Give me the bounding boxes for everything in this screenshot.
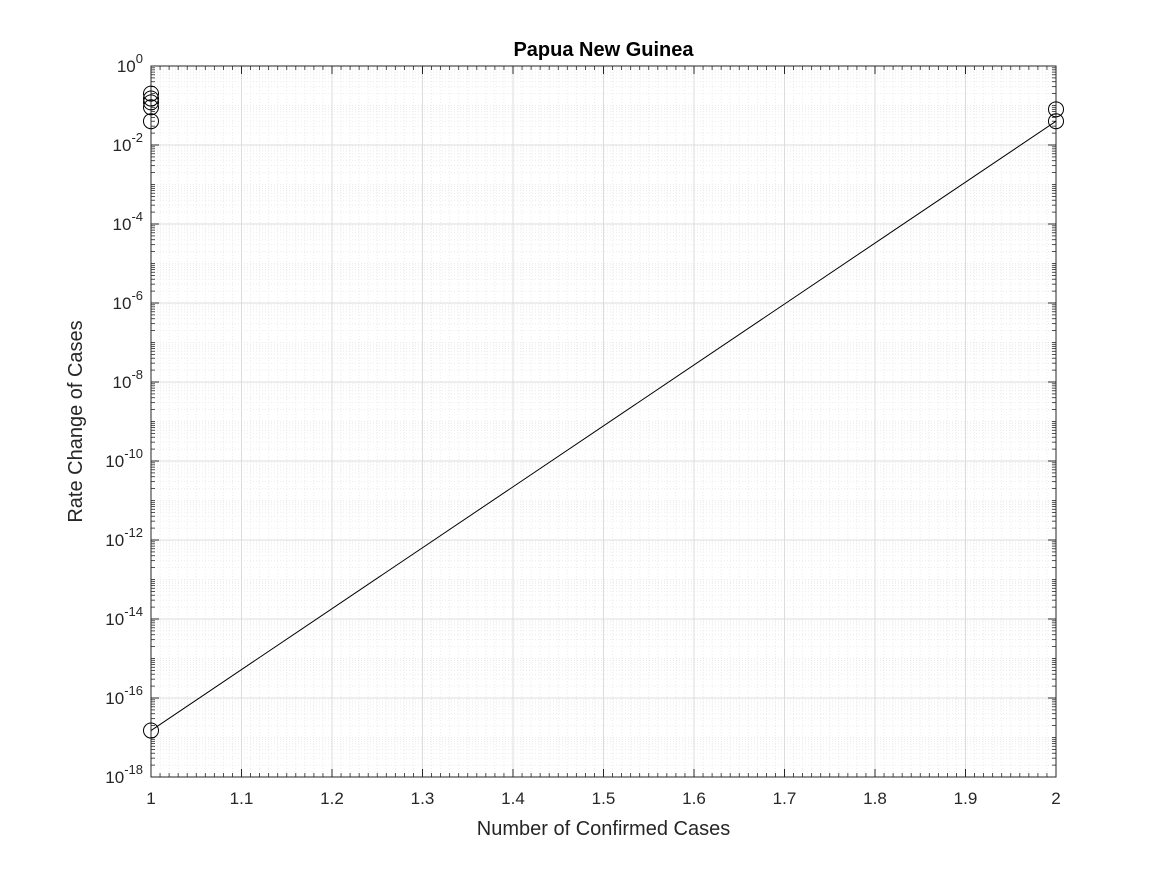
- y-tick-label: 10-10: [105, 446, 143, 471]
- x-tick-label: 2: [1051, 789, 1060, 808]
- x-tick-label: 1.4: [501, 789, 525, 808]
- data-point-marker: [1048, 101, 1064, 118]
- x-tick-label: 1.7: [773, 789, 797, 808]
- x-tick-label: 1.1: [230, 789, 254, 808]
- data-point-marker: [143, 94, 159, 111]
- y-tick-label: 10-16: [105, 683, 143, 708]
- data-point-marker: [1048, 113, 1064, 130]
- x-tick-label: 1.8: [863, 789, 887, 808]
- y-tick-label: 10-14: [105, 604, 143, 629]
- data-point-marker: [143, 722, 159, 739]
- tick-marks: [150, 65, 1057, 778]
- x-tick-label: 1.3: [411, 789, 435, 808]
- y-tick-label: 10-2: [113, 130, 143, 155]
- markers-layer: [143, 85, 1064, 739]
- grid-minor: [151, 66, 1056, 777]
- x-tick-label: 1.5: [592, 789, 616, 808]
- y-tick-labels: 100 10-2 10-4 10-6 10-8 10-10 10-12 10-14 10-16 1…: [105, 51, 143, 787]
- y-tick-label: 10-8: [113, 367, 143, 392]
- y-tick-label: 10-12: [105, 525, 143, 550]
- x-axis-label: Number of Confirmed Cases: [477, 818, 730, 840]
- data-point-marker: [143, 99, 159, 116]
- x-tick-labels: 1 1.1 1.2 1.3 1.4 1.5 1.6 1.7 1.8 1.9 2: [146, 789, 1060, 808]
- x-tick-label: 1.9: [954, 789, 978, 808]
- data-point-marker: [143, 90, 159, 107]
- series-line: [150, 120, 1057, 731]
- data-point-marker: [143, 85, 159, 102]
- y-tick-label: 10-4: [113, 209, 143, 234]
- x-tick-label: 1.6: [682, 789, 706, 808]
- chart-title: Papua New Guinea: [513, 39, 694, 61]
- y-tick-label: 100: [117, 51, 143, 76]
- y-tick-label: 10-18: [105, 762, 143, 787]
- y-axis-label: Rate Change of Cases: [65, 320, 87, 522]
- x-tick-label: 1.2: [320, 789, 344, 808]
- data-point-marker: [143, 113, 159, 130]
- series-line-layer: [150, 120, 1057, 731]
- x-tick-label: 1: [146, 789, 155, 808]
- y-tick-label: 10-6: [113, 288, 143, 313]
